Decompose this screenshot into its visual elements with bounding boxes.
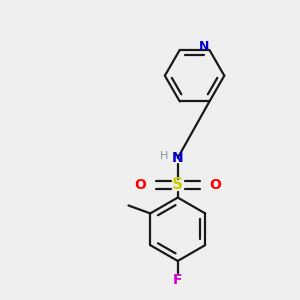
Text: N: N	[172, 151, 184, 165]
Text: O: O	[209, 178, 221, 192]
Text: H: H	[160, 151, 168, 161]
Text: F: F	[173, 273, 182, 287]
Text: N: N	[199, 40, 210, 53]
Text: O: O	[134, 178, 146, 192]
Text: S: S	[172, 177, 183, 192]
